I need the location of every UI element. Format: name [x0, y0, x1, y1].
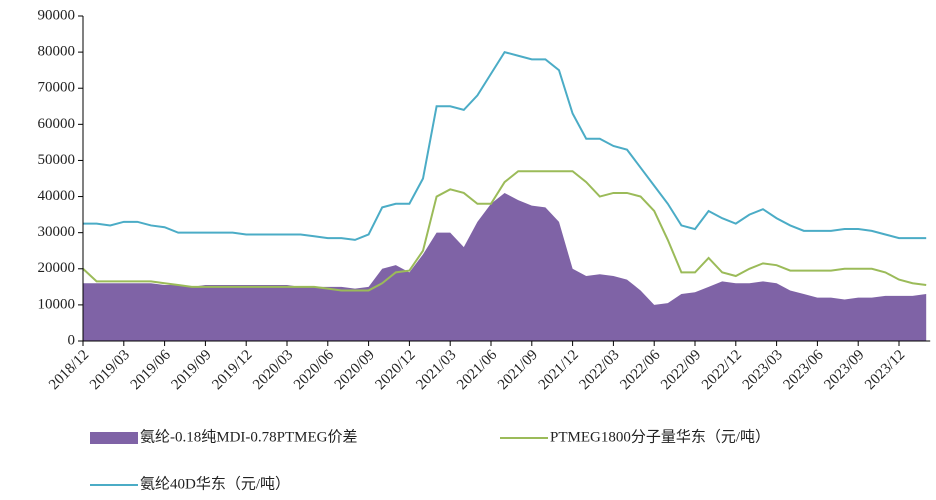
y-tick-label: 10000: [38, 296, 76, 312]
legend-swatch: [90, 432, 138, 444]
y-tick-label: 40000: [38, 188, 76, 204]
x-tick-label: 2022/03: [577, 347, 623, 393]
x-tick-label: 2019/06: [128, 347, 174, 393]
x-tick-label: 2022/06: [617, 347, 663, 393]
legend-label: 氨纶40D华东（元/吨）: [140, 475, 290, 492]
x-tick-label: 2018/12: [46, 347, 92, 393]
line: [82, 170, 927, 292]
x-tick-label: 2020/06: [291, 347, 337, 393]
x-tick-label: 2021/06: [454, 347, 500, 393]
x-tick-label: 2023/03: [740, 347, 786, 393]
x-tick-label: 2019/09: [169, 347, 215, 393]
x-tick-label: 2022/12: [699, 347, 745, 393]
legend-label: 氨纶-0.18纯MDI-0.78PTMEG价差: [140, 428, 358, 445]
x-tick-label: 2021/09: [495, 347, 541, 393]
x-tick-label: 2021/03: [413, 347, 459, 393]
x-tick-label: 2023/06: [781, 347, 827, 393]
x-tick-label: 2020/03: [250, 347, 296, 393]
x-tick-label: 2019/12: [209, 347, 255, 393]
line: [83, 50, 927, 241]
y-tick-label: 80000: [38, 44, 76, 60]
x-tick-label: 2019/03: [87, 347, 133, 393]
area: [83, 192, 927, 341]
x-tick-label: 2022/09: [658, 347, 704, 393]
y-tick-label: 70000: [38, 80, 76, 96]
x-tick-label: 2021/12: [536, 347, 582, 393]
legend-label: PTMEG1800分子量华东（元/吨）: [550, 428, 770, 445]
y-tick-label: 0: [68, 332, 76, 348]
x-tick-label: 2020/12: [373, 347, 419, 393]
x-tick-label: 2023/09: [821, 347, 867, 393]
x-tick-label: 2020/09: [332, 347, 378, 393]
y-tick-label: 90000: [38, 7, 76, 23]
x-tick-label: 2023/12: [862, 347, 908, 393]
y-tick-label: 50000: [38, 152, 76, 168]
y-tick-label: 60000: [38, 116, 76, 132]
y-tick-label: 20000: [38, 260, 76, 276]
y-tick-label: 30000: [38, 224, 76, 240]
